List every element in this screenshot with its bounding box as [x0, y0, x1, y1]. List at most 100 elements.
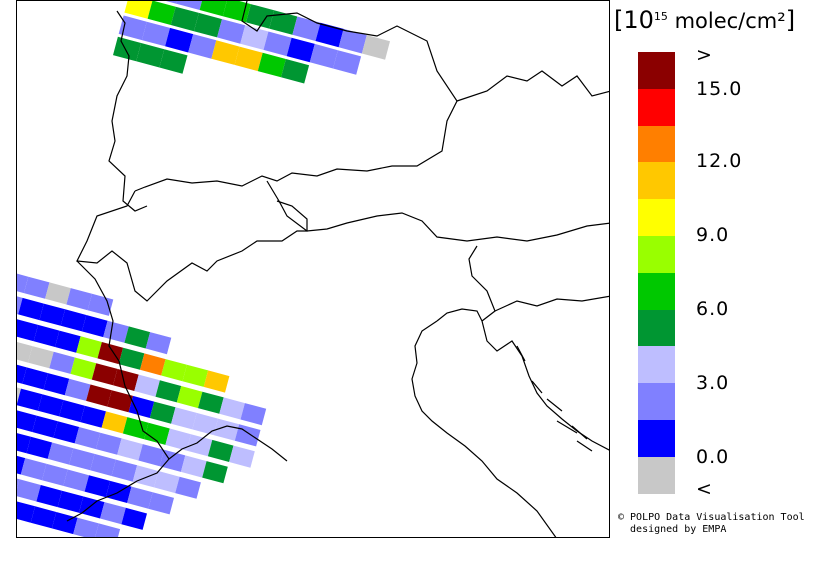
swath-pixel: [63, 469, 89, 492]
coastline-venice: [436, 308, 483, 322]
swath-pixel: [211, 40, 240, 65]
swath-pixel: [17, 433, 31, 454]
border-italy-france: [66, 260, 170, 522]
swath-pixel: [66, 288, 92, 311]
swath-pixel: [100, 502, 126, 525]
swath-pixel: [147, 1, 176, 25]
swath-pixel: [111, 459, 138, 482]
swath-pixel: [219, 397, 245, 420]
swath-pixel: [234, 46, 263, 72]
swath-pixel: [17, 296, 23, 315]
colorbar-label-below: <: [696, 478, 713, 500]
swath-pixel: [101, 411, 128, 434]
swath-pixel: [155, 380, 182, 403]
swath-pixel: [17, 319, 39, 342]
swath-pixel: [55, 330, 81, 353]
swath-pixel: [141, 21, 170, 47]
colorbar-label-above: >: [696, 44, 713, 66]
colorbar-label-3: 3.0: [696, 372, 730, 394]
colorbar-cell: [638, 309, 675, 347]
swath-pixel: [22, 367, 48, 390]
swath-pixel: [118, 15, 147, 41]
swath-pixel: [28, 346, 54, 369]
swath-pixel: [144, 422, 170, 445]
border-germany-austria: [134, 1, 458, 192]
swath-pixel: [64, 378, 91, 401]
swath-pixel: [90, 453, 116, 476]
swath-pixel: [76, 336, 102, 359]
swath-pixel: [17, 364, 27, 384]
swath-pixel: [95, 432, 122, 455]
swath-pixel: [202, 461, 228, 484]
map-canvas: [17, 1, 609, 537]
swath-pixel: [59, 400, 85, 423]
map-panel: [16, 0, 610, 538]
swath-pixel: [74, 427, 101, 450]
swath-pixel: [17, 387, 21, 404]
swath-pixel: [91, 363, 118, 386]
legend-title-prefix: [10: [614, 6, 654, 34]
swath-pixel: [176, 1, 202, 10]
swath-pixel: [122, 417, 149, 440]
swath-pixel: [138, 444, 165, 467]
swath-pixel: [315, 22, 344, 48]
swath-pixel: [203, 370, 230, 393]
border-austria-east: [456, 70, 609, 102]
colorbar-cell: [638, 125, 675, 163]
swath-pixel: [117, 438, 143, 461]
swath-pixel: [269, 10, 298, 35]
swath-pixel: [113, 368, 139, 391]
swath-pixel: [20, 458, 47, 481]
swath-pixel: [286, 37, 315, 63]
border-austria-south: [266, 180, 609, 242]
credit-line-2: designed by EMPA: [618, 524, 727, 535]
swath-pixel: [257, 52, 286, 78]
swath-pixel: [127, 486, 153, 509]
swath-pixel: [42, 463, 68, 486]
swath-pixel: [17, 478, 20, 489]
swath-pixel: [292, 16, 321, 41]
swath-pixel: [171, 407, 197, 430]
coastline-adriatic-italy: [411, 320, 557, 537]
swath-pixel: [17, 341, 33, 363]
swath-pixel: [159, 49, 188, 74]
swath-pixel: [81, 315, 108, 338]
swath-pixel: [246, 4, 275, 29]
swath-pixel: [118, 347, 145, 370]
colorbar: [638, 52, 675, 494]
swath-pixel: [338, 28, 367, 54]
swath-pixel: [148, 492, 174, 515]
colorbar-cell: [638, 272, 675, 310]
swath-pixel: [175, 476, 201, 499]
swath-pixel: [53, 421, 80, 444]
swath-pixel: [136, 43, 165, 68]
swath-pixel: [145, 332, 172, 355]
swath-pixel: [30, 506, 57, 529]
swath-pixel: [95, 523, 121, 537]
swath-pixel: [165, 27, 194, 53]
colorbar-label-6: 6.0: [696, 298, 730, 320]
swath-pixel: [165, 428, 191, 451]
swath-pixel: [188, 34, 217, 59]
swath-pixel: [107, 390, 133, 413]
swath-pixel: [154, 471, 180, 494]
swath-pixel: [17, 501, 36, 523]
swath-pixel: [17, 273, 29, 294]
swath-pixel: [113, 36, 142, 62]
swath-pixel: [18, 297, 44, 321]
legend-title-unit: molec/cm²: [667, 9, 786, 33]
swath-pixel: [333, 50, 362, 75]
swath-pixel: [186, 434, 213, 457]
swath-pixel: [84, 475, 111, 498]
credit-text: © POLPO Data Visualisation Tool designed…: [618, 512, 805, 536]
swath-pixel: [47, 442, 74, 465]
swath-pixel: [17, 388, 43, 411]
colorbar-cell: [638, 199, 675, 237]
border-switzerland: [76, 190, 308, 302]
swath-pixel: [121, 507, 147, 530]
credit-line-1: © POLPO Data Visualisation Tool: [618, 512, 805, 523]
swath-pixel: [32, 415, 58, 438]
swath-pixel: [60, 309, 87, 332]
colorbar-cell: [638, 346, 675, 384]
swath-pixel: [213, 418, 240, 441]
